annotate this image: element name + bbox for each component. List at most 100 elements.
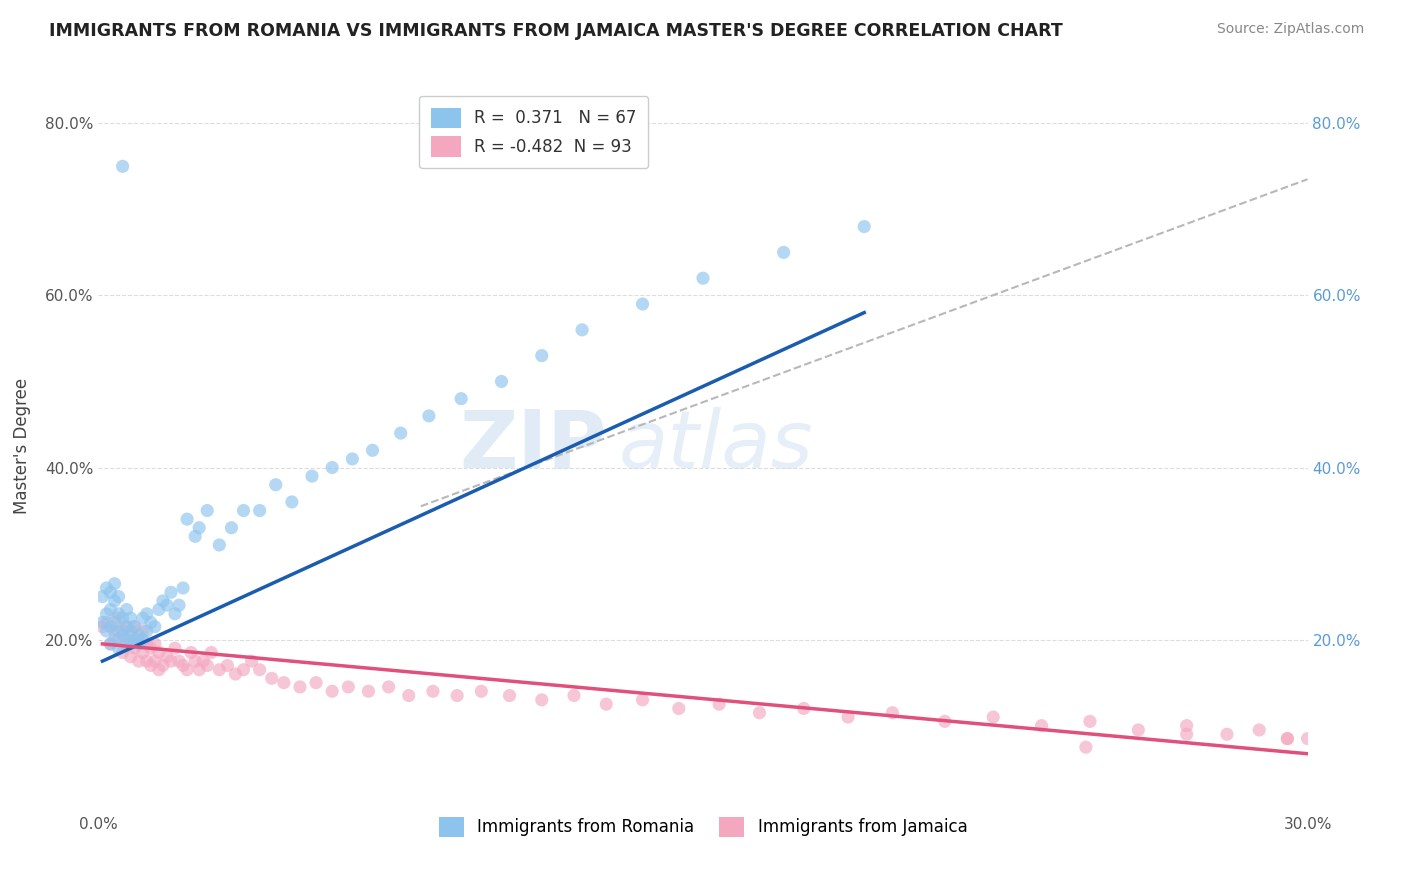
Point (180, 646, 202, 660)
Point (195, 658, 218, 673)
Point (103, 624, 125, 638)
Text: Source: ZipAtlas.com: Source: ZipAtlas.com (1216, 22, 1364, 37)
Point (224, 667, 246, 681)
Point (264, 477, 287, 491)
Point (793, 701, 815, 715)
Point (148, 663, 170, 677)
Point (882, 706, 904, 720)
Point (91, 620, 114, 634)
Point (221, 521, 243, 535)
Point (772, 245, 794, 260)
Point (96, 581, 118, 595)
Point (337, 680, 360, 694)
Point (1393, 762, 1406, 776)
Point (450, 392, 472, 406)
Point (100, 620, 122, 634)
Point (139, 658, 162, 673)
Point (96, 615, 118, 630)
Point (208, 538, 231, 552)
Point (148, 646, 170, 660)
Point (128, 654, 150, 668)
Point (100, 602, 122, 616)
Point (418, 409, 440, 423)
Point (160, 585, 183, 599)
Point (107, 632, 129, 647)
Point (100, 637, 122, 651)
Point (195, 503, 218, 517)
Point (152, 658, 174, 673)
Point (188, 663, 211, 677)
Point (260, 671, 283, 685)
Point (631, 693, 654, 707)
Point (184, 654, 207, 668)
Point (273, 675, 295, 690)
Point (321, 460, 343, 475)
Point (115, 632, 138, 647)
Point (249, 663, 271, 677)
Point (498, 689, 520, 703)
Point (120, 628, 142, 642)
Point (1337, 740, 1360, 755)
Point (143, 620, 166, 634)
Point (470, 684, 492, 698)
Point (208, 663, 231, 677)
Point (176, 663, 198, 677)
Point (139, 641, 162, 656)
Point (193, 654, 215, 668)
Point (176, 512, 198, 526)
Point (128, 632, 150, 647)
Point (1381, 757, 1403, 772)
Point (156, 649, 179, 664)
Point (981, 710, 1004, 724)
Point (107, 590, 129, 604)
Point (120, 611, 142, 625)
Point (107, 607, 129, 621)
Point (1175, 727, 1198, 741)
Point (148, 602, 170, 616)
Point (128, 637, 150, 651)
Point (595, 697, 617, 711)
Point (124, 641, 146, 656)
Text: IMMIGRANTS FROM ROMANIA VS IMMIGRANTS FROM JAMAICA MASTER'S DEGREE CORRELATION C: IMMIGRANTS FROM ROMANIA VS IMMIGRANTS FR… (49, 22, 1063, 40)
Point (562, 689, 585, 703)
Legend: Immigrants from Romania, Immigrants from Jamaica: Immigrants from Romania, Immigrants from… (432, 810, 974, 844)
Point (748, 706, 770, 720)
Point (389, 426, 412, 441)
Point (1369, 748, 1392, 763)
Point (91, 590, 114, 604)
Point (124, 620, 146, 634)
Point (217, 658, 239, 673)
Point (100, 637, 122, 651)
Point (668, 701, 690, 715)
Point (163, 607, 186, 621)
Point (530, 349, 553, 363)
Point (115, 637, 138, 651)
Point (96, 624, 118, 638)
Point (163, 641, 186, 656)
Point (120, 624, 142, 638)
Point (91, 615, 114, 630)
Point (491, 375, 513, 389)
Point (111, 159, 134, 173)
Point (853, 219, 876, 234)
Point (124, 620, 146, 634)
Point (115, 620, 138, 634)
Point (1402, 766, 1406, 780)
Point (172, 658, 194, 673)
Point (200, 646, 222, 660)
Point (422, 684, 444, 698)
Point (143, 637, 166, 651)
Point (160, 654, 183, 668)
Point (1074, 740, 1097, 755)
Point (103, 632, 125, 647)
Point (377, 680, 399, 694)
Point (232, 503, 254, 517)
Point (321, 684, 343, 698)
Point (111, 611, 134, 625)
Point (172, 581, 194, 595)
Point (156, 598, 179, 612)
Point (167, 654, 190, 668)
Point (398, 689, 420, 703)
Point (132, 624, 155, 638)
Point (167, 598, 190, 612)
